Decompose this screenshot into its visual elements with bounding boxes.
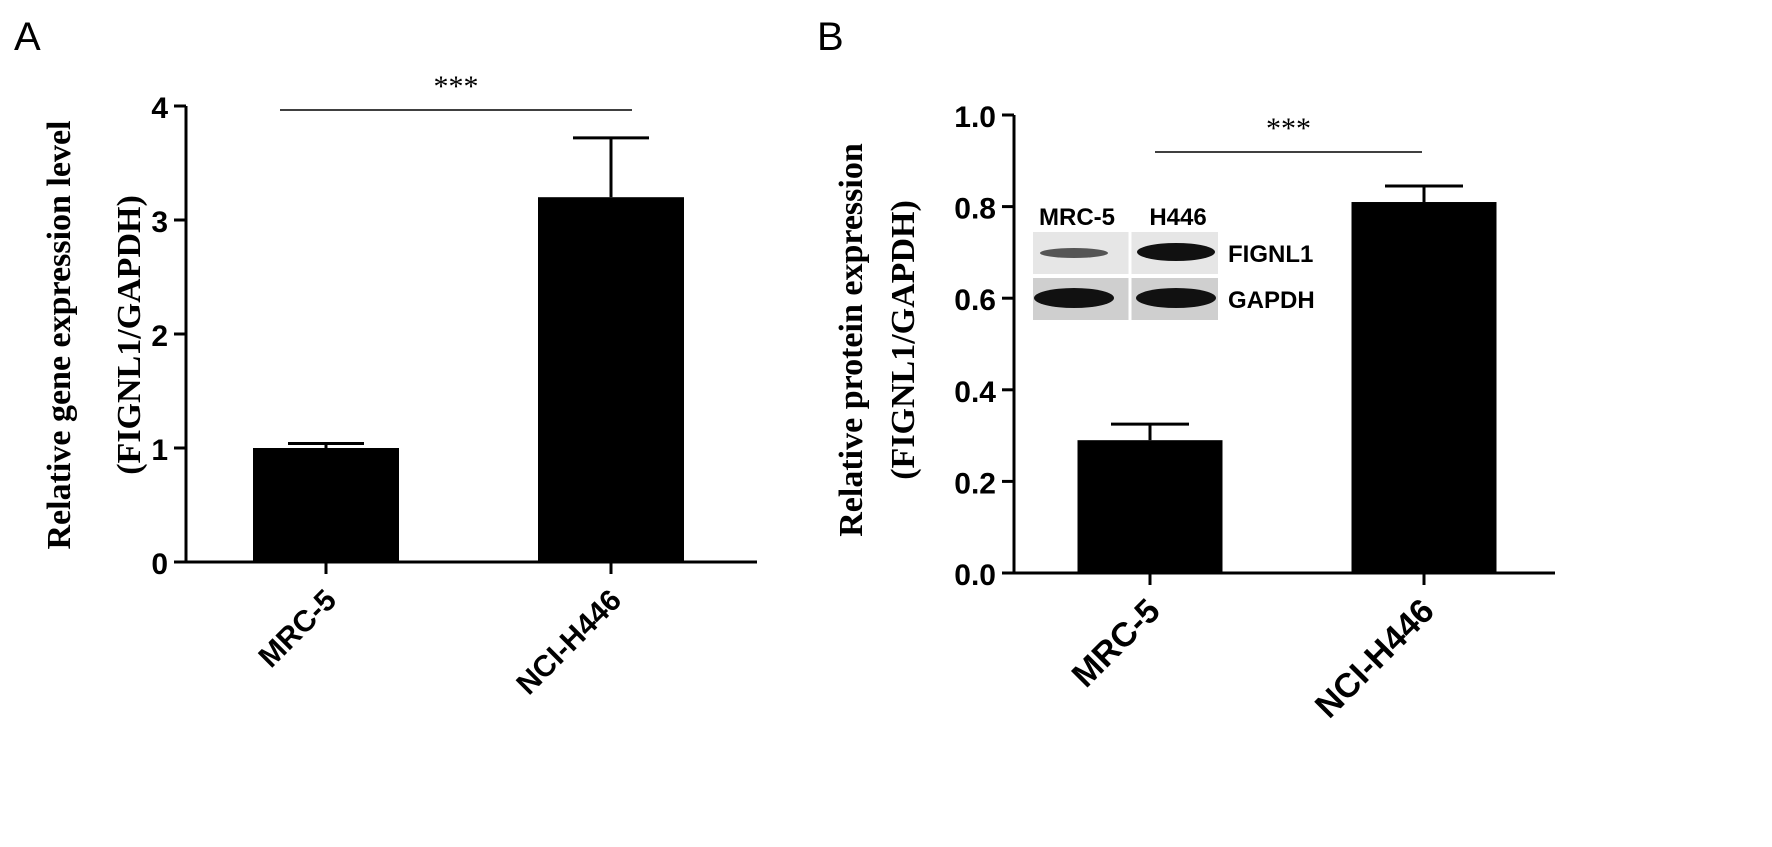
y-tick-label: 0.8: [954, 193, 996, 226]
y-tick-label: 0.0: [954, 559, 996, 592]
y-tick-label: 0: [151, 548, 168, 581]
blot-band: [1034, 288, 1114, 308]
panel-a-y-axis-title: Relative gene expression level (FIGNL1/G…: [41, 120, 148, 549]
panel-b-y-axis-title: Relative protein expression (FIGNL1/GAPD…: [833, 143, 922, 537]
blot-band: [1137, 243, 1215, 261]
bar: [1351, 202, 1497, 573]
bar: [1077, 440, 1223, 573]
x-category-label: NCI-H446: [510, 584, 628, 702]
panel-a: A Relative gene expression level (FIGNL1…: [14, 15, 757, 701]
panel-b-plot: 0.0 0.2 0.4 0.6 0.8 1.0 MRC-5 NCI-H446 ***: [954, 101, 1555, 726]
y-tick-label: 3: [151, 206, 168, 239]
panel-a-letter: A: [14, 15, 41, 59]
western-blot-inset: MRC-5 H446 FIGNL1 GAPDH: [1033, 204, 1315, 320]
y-tick-label: 0.4: [954, 376, 996, 409]
y-tick-label: 1: [151, 434, 168, 467]
x-category-label: NCI-H446: [1308, 592, 1442, 726]
y-tick-label: 2: [151, 320, 168, 353]
significance-stars: ***: [434, 70, 479, 103]
y-tick-label: 0.2: [954, 467, 996, 500]
panel-b-ylabel-line2: (FIGNL1/GAPDH): [885, 200, 922, 480]
blot-band: [1136, 288, 1216, 308]
x-category-label: MRC-5: [252, 584, 343, 675]
panel-a-plot: 0 1 2 3 4 MRC-5 NCI-H446 ***: [151, 70, 757, 701]
blot-band-label: GAPDH: [1228, 287, 1315, 314]
blot-lane-label: H446: [1149, 204, 1206, 231]
blot-band: [1040, 248, 1108, 258]
panel-b-ylabel: Relative protein expression: [833, 143, 870, 537]
y-tick-label: 4: [151, 92, 168, 125]
blot-lane-label: MRC-5: [1039, 204, 1115, 231]
panel-a-ylabel: Relative gene expression level: [41, 120, 78, 549]
panel-b-letter: B: [817, 15, 844, 59]
y-tick-label: 0.6: [954, 284, 996, 317]
panel-b: B Relative protein expression (FIGNL1/GA…: [817, 15, 1555, 726]
significance-stars: ***: [1266, 112, 1311, 145]
bar: [253, 448, 399, 562]
panel-a-ylabel-line2: (FIGNL1/GAPDH): [111, 195, 148, 475]
blot-band-label: FIGNL1: [1228, 241, 1313, 268]
y-tick-label: 1.0: [954, 101, 996, 134]
bar: [538, 197, 684, 562]
x-category-label: MRC-5: [1065, 592, 1168, 695]
